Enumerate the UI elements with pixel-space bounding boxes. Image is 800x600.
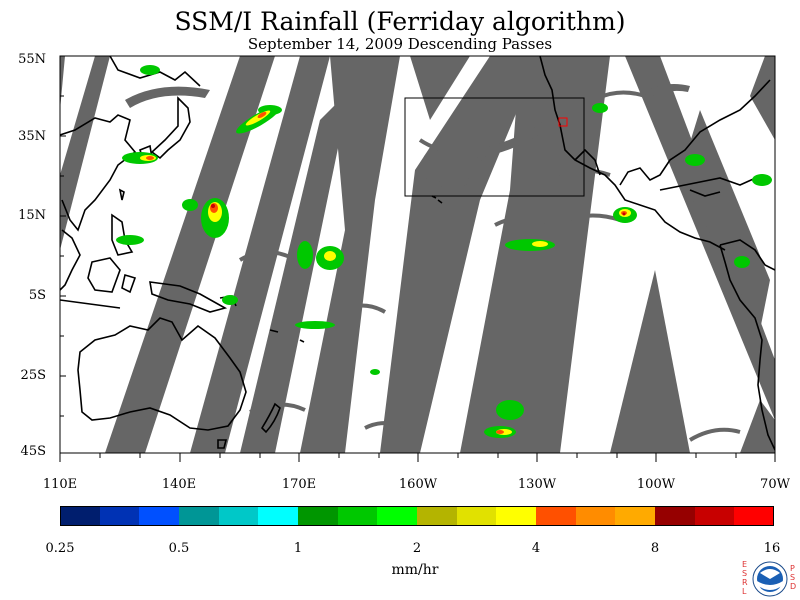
chart-subtitle: September 14, 2009 Descending Passes — [247, 35, 553, 53]
lon-label-130w: 130W — [517, 477, 557, 492]
colorbar-segment — [615, 506, 656, 526]
colorbar-label-1: 0.5 — [168, 541, 190, 556]
lat-label-45s: 45S — [20, 444, 46, 459]
colorbar-segment — [298, 506, 338, 526]
colorbar-label-3: 2 — [412, 541, 422, 556]
noaa-emblem-icon — [752, 561, 788, 597]
colorbar-segment — [456, 506, 497, 526]
colorbar-segment — [734, 506, 775, 526]
axis-ticks — [59, 55, 776, 462]
rain-extreme — [211, 204, 626, 216]
colorbar-segment — [99, 506, 140, 526]
lat-label-35n: 35N — [18, 129, 46, 144]
study-region-box — [404, 97, 585, 197]
colorbar-label-4: 4 — [531, 541, 541, 556]
colorbar-segment — [496, 506, 537, 526]
colorbar-segment — [536, 506, 576, 526]
colorbar-segment — [337, 506, 378, 526]
lat-label-25s: 25S — [20, 368, 46, 383]
colorbar-label-2: 1 — [293, 541, 303, 556]
colorbar-label-5: 8 — [650, 541, 660, 556]
lon-label-160w: 160W — [398, 477, 438, 492]
lon-label-110e: 110E — [42, 477, 78, 492]
swath-arcs — [238, 90, 741, 442]
lat-label-5s: 5S — [28, 288, 46, 303]
colorbar-label-6: 16 — [763, 541, 781, 556]
colorbar-segment — [60, 506, 100, 526]
swath-gaps — [60, 56, 775, 453]
colorbar-label-0: 0.25 — [45, 541, 75, 556]
colorbar-segment — [258, 506, 299, 526]
colorbar-segment — [417, 506, 457, 526]
lon-label-170e: 170E — [281, 477, 317, 492]
colorbar-units: mm/hr — [391, 562, 439, 578]
colorbar-segment — [218, 506, 259, 526]
colorbar-segment — [179, 506, 219, 526]
chart-title: SSM/I Rainfall (Ferriday algorithm) — [174, 7, 626, 36]
location-marker — [558, 117, 568, 127]
colorbar-segment — [655, 506, 695, 526]
colorbar-segment — [575, 506, 616, 526]
lon-label-100w: 100W — [636, 477, 676, 492]
lat-label-15n: 15N — [18, 208, 46, 223]
colorbar-segment — [139, 506, 180, 526]
colorbar-segment — [694, 506, 735, 526]
lat-label-55n: 55N — [18, 52, 46, 67]
colorbar-segment — [377, 506, 418, 526]
lon-label-140e: 140E — [161, 477, 197, 492]
lon-label-70w: 70W — [760, 477, 790, 492]
